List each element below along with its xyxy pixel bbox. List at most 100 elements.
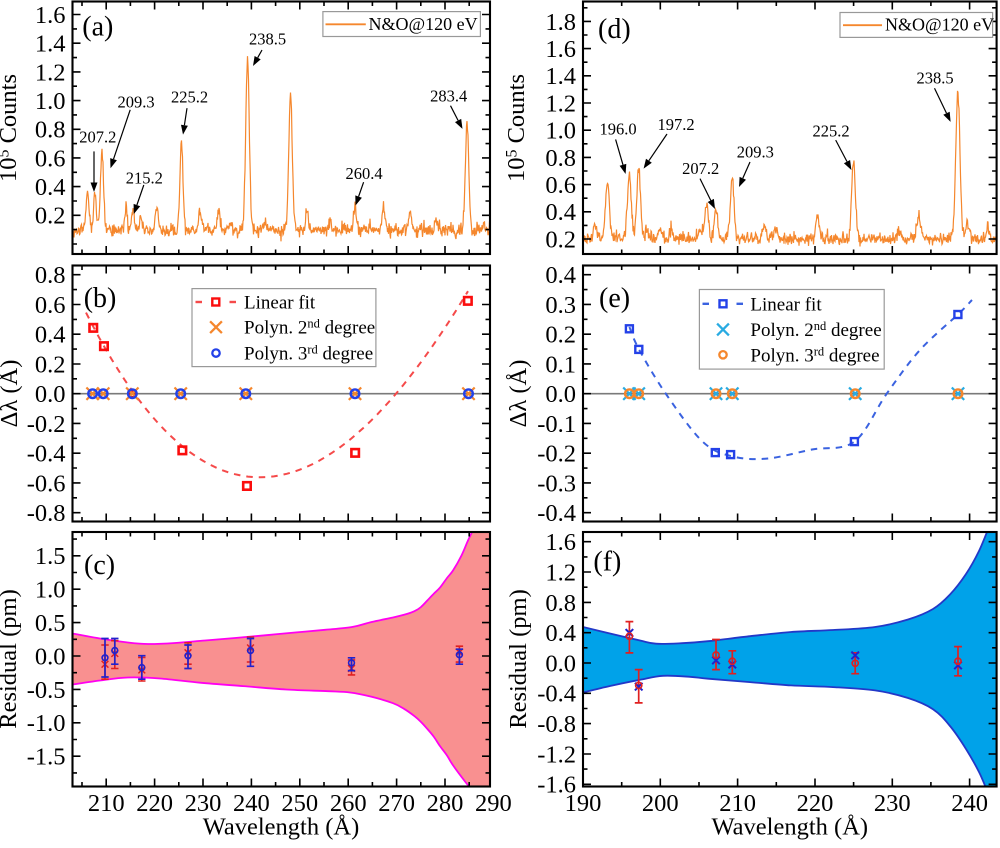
svg-text:0.4: 0.4 xyxy=(35,322,66,349)
svg-text:260.4: 260.4 xyxy=(345,164,382,183)
svg-text:0.6: 0.6 xyxy=(35,145,66,172)
svg-text:1.2: 1.2 xyxy=(545,559,576,586)
svg-text:1.8: 1.8 xyxy=(545,9,576,36)
svg-text:290: 290 xyxy=(475,790,512,817)
svg-text:0.2: 0.2 xyxy=(35,351,66,378)
svg-text:Linear fit: Linear fit xyxy=(244,293,316,314)
svg-text:1.5: 1.5 xyxy=(35,543,66,570)
svg-text:N&O@120 eV: N&O@120 eV xyxy=(885,15,994,35)
svg-text:0.8: 0.8 xyxy=(545,145,576,172)
svg-text:0.8: 0.8 xyxy=(35,262,66,289)
svg-text:215.2: 215.2 xyxy=(126,168,163,187)
svg-text:0.8: 0.8 xyxy=(35,117,66,144)
svg-text:209.3: 209.3 xyxy=(117,92,154,111)
svg-text:(f): (f) xyxy=(593,547,621,578)
svg-text:210: 210 xyxy=(88,790,125,817)
svg-text:1.6: 1.6 xyxy=(545,529,576,556)
svg-text:-0.5: -0.5 xyxy=(27,677,66,704)
svg-text:-0.6: -0.6 xyxy=(27,470,66,497)
svg-text:0.3: 0.3 xyxy=(545,292,576,319)
svg-text:0.2: 0.2 xyxy=(545,226,576,253)
svg-text:(a): (a) xyxy=(82,12,113,43)
svg-text:210: 210 xyxy=(719,790,756,817)
svg-text:260: 260 xyxy=(330,790,367,817)
svg-text:(d): (d) xyxy=(598,14,631,45)
svg-text:250: 250 xyxy=(281,790,318,817)
svg-text:1.0: 1.0 xyxy=(35,577,66,604)
svg-text:209.3: 209.3 xyxy=(737,142,774,161)
svg-text:220: 220 xyxy=(136,790,173,817)
svg-text:0.6: 0.6 xyxy=(545,172,576,199)
svg-text:240: 240 xyxy=(233,790,270,817)
svg-text:200: 200 xyxy=(642,790,679,817)
svg-text:(c): (c) xyxy=(84,550,115,581)
svg-text:1.0: 1.0 xyxy=(545,118,576,145)
svg-text:238.5: 238.5 xyxy=(249,30,286,49)
svg-text:Polyn. 2nd degree: Polyn. 2nd degree xyxy=(244,317,375,339)
svg-text:-0.8: -0.8 xyxy=(27,500,66,527)
svg-text:1.6: 1.6 xyxy=(545,36,576,63)
svg-text:0.5: 0.5 xyxy=(35,610,66,637)
svg-text:Δλ (Å): Δλ (Å) xyxy=(0,360,23,428)
svg-text:0.4: 0.4 xyxy=(35,174,66,201)
svg-text:0.0: 0.0 xyxy=(545,650,576,677)
svg-text:225.2: 225.2 xyxy=(812,122,849,141)
svg-text:190: 190 xyxy=(565,790,602,817)
svg-text:-0.8: -0.8 xyxy=(537,711,576,738)
svg-text:0.0: 0.0 xyxy=(35,643,66,670)
svg-text:(b): (b) xyxy=(84,283,117,314)
svg-text:Residual (pm): Residual (pm) xyxy=(505,589,532,729)
svg-text:196.0: 196.0 xyxy=(599,120,636,139)
svg-text:1.0: 1.0 xyxy=(35,88,66,115)
svg-text:-0.1: -0.1 xyxy=(537,411,576,438)
svg-text:-1.5: -1.5 xyxy=(27,744,66,771)
svg-text:220: 220 xyxy=(797,790,834,817)
svg-text:-0.3: -0.3 xyxy=(537,470,576,497)
svg-text:0.4: 0.4 xyxy=(545,262,576,289)
svg-text:-0.4: -0.4 xyxy=(27,441,66,468)
svg-text:0.0: 0.0 xyxy=(35,381,66,408)
svg-text:207.2: 207.2 xyxy=(79,128,116,147)
svg-text:230: 230 xyxy=(874,790,911,817)
svg-text:N&O@120 eV: N&O@120 eV xyxy=(369,14,478,34)
svg-text:Wavelength (Å): Wavelength (Å) xyxy=(712,814,869,841)
svg-text:197.2: 197.2 xyxy=(657,115,694,134)
svg-text:0.1: 0.1 xyxy=(545,351,576,378)
svg-text:207.2: 207.2 xyxy=(682,159,719,178)
svg-text:230: 230 xyxy=(185,790,222,817)
svg-text:Linear fit: Linear fit xyxy=(750,294,822,315)
svg-text:-0.2: -0.2 xyxy=(537,441,576,468)
svg-text:1.4: 1.4 xyxy=(35,31,66,58)
svg-text:270: 270 xyxy=(378,790,415,817)
svg-text:0.4: 0.4 xyxy=(545,620,576,647)
svg-text:Polyn. 3rd degree: Polyn. 3rd degree xyxy=(244,343,373,365)
svg-text:-1.6: -1.6 xyxy=(537,772,576,799)
svg-text:240: 240 xyxy=(951,790,988,817)
svg-text:(e): (e) xyxy=(599,283,630,314)
svg-text:1.6: 1.6 xyxy=(35,2,66,29)
svg-text:105 Counts: 105 Counts xyxy=(0,74,22,182)
svg-text:1.4: 1.4 xyxy=(545,63,576,90)
svg-text:280: 280 xyxy=(427,790,464,817)
svg-text:Δλ (Å): Δλ (Å) xyxy=(505,360,532,428)
svg-text:238.5: 238.5 xyxy=(916,69,953,88)
svg-text:-0.2: -0.2 xyxy=(27,411,66,438)
svg-text:-0.4: -0.4 xyxy=(537,681,576,708)
svg-text:105 Counts: 105 Counts xyxy=(503,74,530,182)
svg-text:-1.0: -1.0 xyxy=(27,710,66,737)
svg-text:225.2: 225.2 xyxy=(171,88,208,107)
svg-text:283.4: 283.4 xyxy=(430,86,467,105)
svg-text:1.2: 1.2 xyxy=(545,90,576,117)
svg-text:Residual (pm): Residual (pm) xyxy=(0,589,22,729)
svg-text:-0.4: -0.4 xyxy=(537,500,576,527)
svg-text:Polyn. 2nd degree: Polyn. 2nd degree xyxy=(750,319,881,341)
svg-text:Polyn. 3rd degree: Polyn. 3rd degree xyxy=(750,344,879,366)
svg-text:-1.2: -1.2 xyxy=(537,741,576,768)
svg-text:0.8: 0.8 xyxy=(545,590,576,617)
svg-text:1.2: 1.2 xyxy=(35,59,66,86)
svg-text:Wavelength (Å): Wavelength (Å) xyxy=(203,814,360,841)
svg-text:0.0: 0.0 xyxy=(545,381,576,408)
svg-text:0.6: 0.6 xyxy=(35,292,66,319)
svg-text:0.2: 0.2 xyxy=(35,203,66,230)
svg-text:0.4: 0.4 xyxy=(545,199,576,226)
